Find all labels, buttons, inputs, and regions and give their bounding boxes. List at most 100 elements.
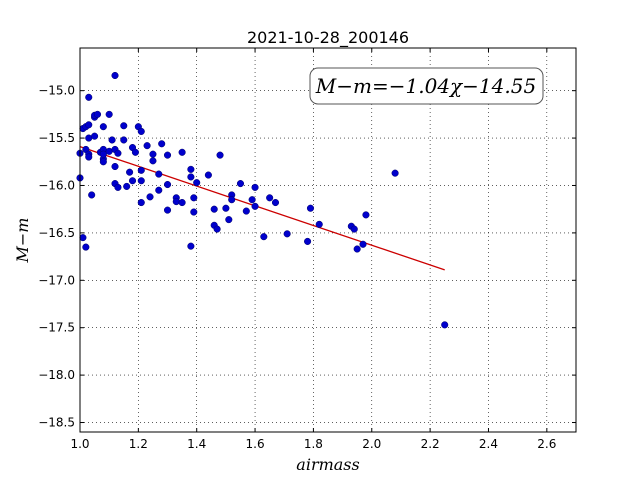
data-point — [105, 110, 113, 118]
data-point — [271, 198, 280, 207]
fit-equation-annotation: M−m=−1.04χ−14.55 — [309, 67, 544, 105]
data-point — [213, 225, 221, 233]
data-point — [362, 211, 370, 219]
data-point — [190, 194, 198, 202]
data-point — [391, 169, 399, 177]
data-point — [225, 216, 233, 224]
y-tick-label: −16.0 — [38, 178, 75, 192]
data-point — [222, 204, 230, 212]
data-point — [128, 177, 137, 185]
data-point — [315, 220, 323, 228]
y-tick-label: −15.0 — [38, 84, 75, 98]
data-point — [114, 183, 122, 191]
x-tick-labels: 1.0 1.2 1.4 1.6 1.8 2.0 2.2 2.4 2.6 — [70, 437, 556, 451]
data-point — [359, 240, 367, 248]
data-points — [76, 71, 449, 329]
x-tick-label: 2.4 — [479, 437, 498, 451]
data-point — [137, 127, 145, 135]
y-axis-label: M−m — [13, 218, 32, 264]
plot-frame — [79, 47, 577, 433]
data-point — [108, 136, 116, 144]
x-tick-label: 1.6 — [246, 437, 265, 451]
data-point — [353, 245, 361, 253]
data-point — [304, 237, 312, 245]
data-point — [99, 158, 107, 166]
data-point — [163, 180, 172, 189]
data-point — [193, 179, 201, 187]
annotation-text: M−m=−1.04χ−14.55 — [315, 74, 536, 98]
data-point — [149, 150, 157, 158]
data-point — [131, 148, 139, 156]
data-point — [158, 140, 166, 148]
data-point — [99, 123, 107, 131]
data-point — [242, 207, 250, 215]
data-point — [248, 196, 256, 204]
data-point — [155, 186, 163, 194]
data-point — [178, 198, 186, 207]
data-point — [137, 177, 145, 185]
data-point — [155, 170, 163, 178]
data-point — [99, 150, 107, 158]
x-tick-label: 2.0 — [362, 437, 381, 451]
data-point — [190, 208, 198, 216]
x-tick-label: 1.8 — [304, 437, 323, 451]
data-point — [137, 166, 145, 174]
data-point — [350, 225, 358, 233]
data-point — [251, 202, 259, 210]
data-point — [266, 194, 274, 202]
data-point — [111, 71, 119, 80]
data-point — [91, 132, 99, 140]
data-point — [149, 157, 157, 165]
data-point — [187, 173, 195, 181]
data-point — [114, 149, 122, 157]
data-point — [120, 122, 128, 130]
x-axis-label: airmass — [296, 455, 359, 474]
y-tick-label: −15.5 — [38, 131, 75, 145]
x-tick-label: 1.4 — [187, 437, 206, 451]
data-point — [85, 153, 93, 161]
data-point — [120, 136, 128, 144]
axis-ticks — [79, 48, 576, 432]
data-point — [228, 196, 236, 204]
data-point — [88, 191, 96, 199]
data-point — [216, 151, 224, 159]
data-point — [172, 198, 180, 206]
y-tick-label: −18.0 — [38, 368, 75, 382]
data-point — [82, 243, 90, 251]
data-point — [93, 110, 102, 118]
y-tick-label: −18.5 — [38, 416, 75, 430]
data-point — [79, 234, 87, 242]
y-tick-label: −17.5 — [38, 321, 75, 335]
data-point — [210, 205, 218, 213]
x-tick-label: 2.6 — [537, 437, 556, 451]
y-tick-label: −17.0 — [38, 273, 75, 287]
data-point — [111, 162, 119, 171]
data-point — [187, 165, 195, 173]
x-tick-label: 2.2 — [421, 437, 440, 451]
data-point — [126, 168, 134, 176]
data-point — [283, 230, 291, 238]
x-tick-label: 1.2 — [129, 437, 148, 451]
data-point — [306, 204, 315, 212]
data-point — [204, 171, 212, 179]
data-point — [260, 233, 268, 241]
y-tick-labels: −15.0 −15.5 −16.0 −16.5 −17.0 −17.5 −18.0 −18.5 — [38, 84, 75, 430]
data-point — [137, 198, 145, 207]
y-tick-label: −16.5 — [38, 226, 75, 240]
x-tick-label: 1.0 — [70, 437, 89, 451]
data-point — [441, 321, 449, 329]
data-point — [236, 180, 245, 188]
data-point — [146, 193, 154, 201]
chart-title: 2021-10-28_200146 — [247, 28, 409, 48]
data-point — [187, 242, 195, 250]
data-point — [163, 151, 172, 159]
annotation-box — [309, 67, 544, 105]
data-point — [163, 206, 172, 214]
data-point — [85, 93, 93, 101]
data-point — [178, 148, 186, 156]
data-point — [143, 142, 151, 150]
data-point — [85, 121, 93, 129]
data-point — [123, 182, 131, 190]
data-point — [251, 183, 259, 191]
